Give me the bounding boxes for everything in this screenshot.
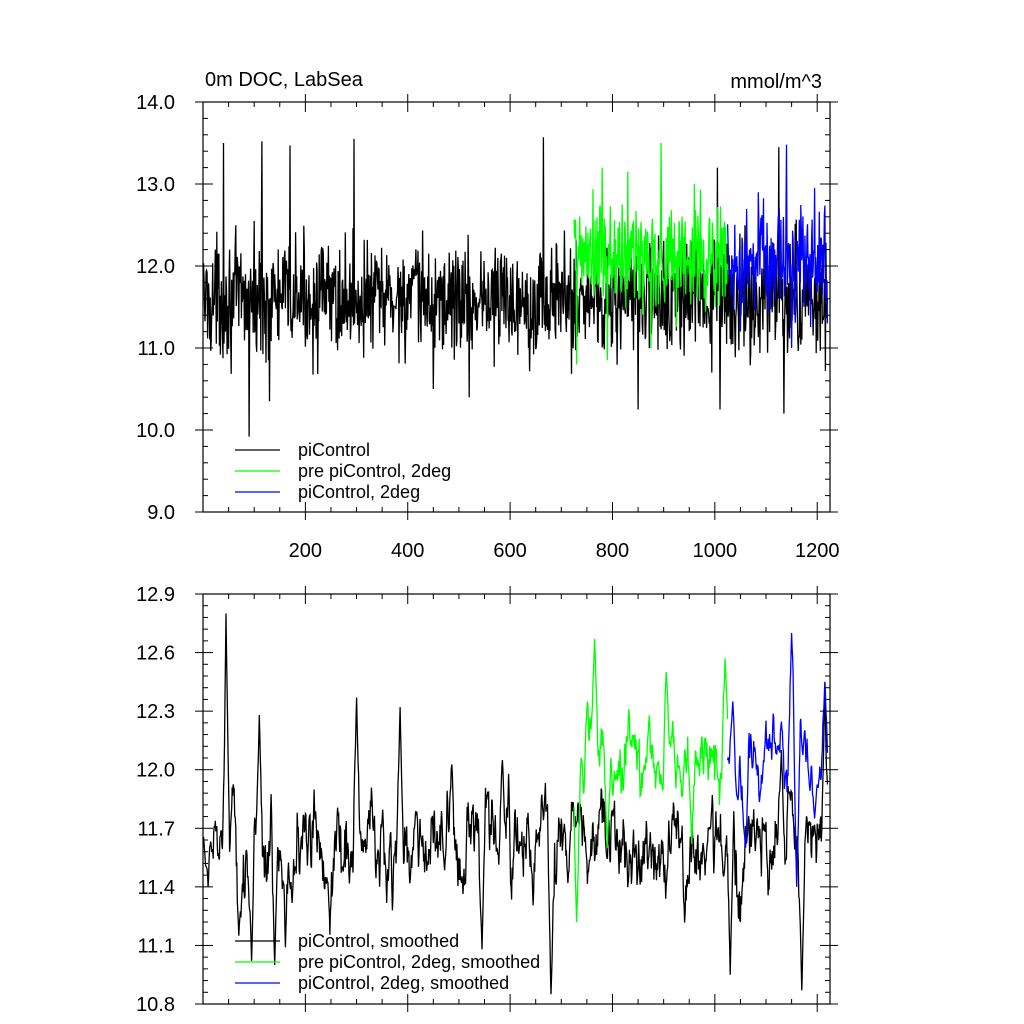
y-tick-label: 12.0 xyxy=(136,760,175,782)
x-tick-label: 1200 xyxy=(795,540,840,562)
x-tick-label: 600 xyxy=(493,540,526,562)
legend-label-1: piControl xyxy=(298,440,370,460)
plot-frame xyxy=(202,593,831,1005)
x-tick-label: 200 xyxy=(289,540,322,562)
y-tick-label: 11.1 xyxy=(138,935,175,957)
legend-label-3: piControl, 2deg, smoothed xyxy=(298,973,509,993)
x-tick-label: 400 xyxy=(391,540,424,562)
y-tick-label: 10.0 xyxy=(136,420,175,442)
series-line-2 xyxy=(573,142,729,365)
chart-title-left: 0m DOC, LabSea xyxy=(205,69,364,91)
bottom-panel: 10.8 11.1 11.4 11.7 12.0 12.3 12.6 12.9 piContro… xyxy=(136,584,838,1016)
y-tick-label: 9.0 xyxy=(147,502,175,524)
legend-label-1: piControl, smoothed xyxy=(298,931,459,951)
y-tick-label: 14.0 xyxy=(136,92,175,114)
series-line-2 xyxy=(573,638,729,923)
series-line-3 xyxy=(726,144,829,349)
series-line-3 xyxy=(726,632,829,887)
plot-frame xyxy=(202,101,831,513)
y-tick-label: 12.6 xyxy=(136,643,175,665)
y-tick-label: 12.0 xyxy=(136,256,175,278)
y-tick-label: 12.9 xyxy=(136,584,175,606)
chart-title-right: mmol/m^3 xyxy=(730,71,822,93)
legend-label-2: pre piControl, 2deg, smoothed xyxy=(298,952,540,972)
y-tick-label: 10.8 xyxy=(136,994,175,1016)
x-tick-label: 1000 xyxy=(693,540,738,562)
top-panel: 200 400 600 800 1000 1200 9.0 10.0 11.0 12.0 13.0 1… xyxy=(136,69,839,562)
legend-label-3: piControl, 2deg xyxy=(298,482,420,502)
y-tick-label: 13.0 xyxy=(136,174,175,196)
x-tick-label: 800 xyxy=(596,540,629,562)
legend-label-2: pre piControl, 2deg xyxy=(298,461,451,481)
y-tick-label: 11.7 xyxy=(138,818,175,840)
y-tick-label: 12.3 xyxy=(136,701,175,723)
series-line-1 xyxy=(202,613,829,995)
y-tick-label: 11.0 xyxy=(138,338,175,360)
y-tick-label: 11.4 xyxy=(138,877,175,899)
